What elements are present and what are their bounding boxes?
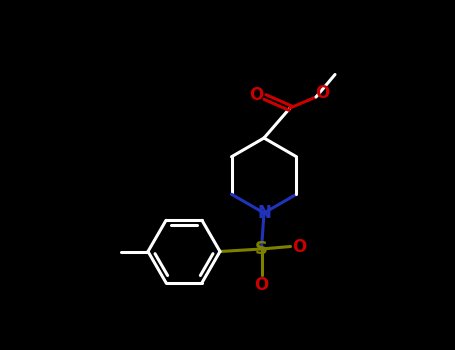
Text: S: S	[255, 240, 268, 258]
Text: N: N	[257, 204, 271, 222]
Text: O: O	[254, 276, 268, 294]
Text: O: O	[249, 86, 263, 105]
Text: O: O	[315, 84, 329, 103]
Text: O: O	[293, 238, 307, 255]
